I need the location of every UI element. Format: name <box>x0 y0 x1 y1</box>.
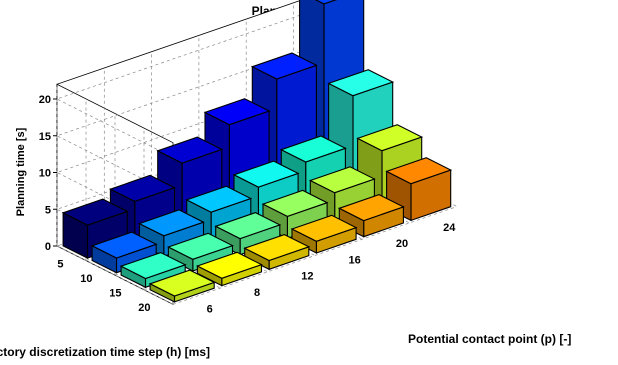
bar-top-face <box>261 189 329 217</box>
bar-h20-p6 <box>148 269 216 303</box>
bar-top-face <box>315 0 337 5</box>
z-tick-label: 5 <box>45 204 51 216</box>
x-tick-label: 16 <box>349 254 361 266</box>
bar-top-face <box>250 52 318 80</box>
bar-top-face <box>90 231 158 259</box>
bar-top-face <box>243 234 311 262</box>
z-gridline <box>56 37 341 195</box>
x-axis-label: Potential contact point (p) [-] <box>408 332 571 346</box>
z-tick-label: 15 <box>39 131 51 143</box>
bar-top-face <box>108 174 176 202</box>
bar-top-face <box>195 251 263 279</box>
x-tick-label: 20 <box>396 238 408 250</box>
floor-gridline <box>172 206 457 305</box>
x-tick-label: 6 <box>207 303 213 315</box>
floor-gridline <box>56 245 174 305</box>
x-tick-label: 8 <box>254 287 260 299</box>
bar-top-face <box>327 69 395 97</box>
bar-top-face <box>214 212 282 240</box>
bars-layer <box>61 0 453 303</box>
z-tick-label: 20 <box>39 94 51 106</box>
z-axis-label: Planning time [s] <box>15 127 27 216</box>
y-tick-label: 15 <box>109 288 121 300</box>
bar-top-face <box>148 269 216 297</box>
x-tick-label: 24 <box>443 222 456 234</box>
bar-top-face <box>385 157 453 185</box>
bar-h20-p24 <box>385 157 453 222</box>
y-axis-label: Trajectory discretization time step (h) … <box>0 345 210 359</box>
y-tick-label: 5 <box>57 258 63 270</box>
x-tick-label: 12 <box>301 271 313 283</box>
bar-top-face <box>308 166 376 194</box>
bar-top-face <box>337 194 405 222</box>
bar-top-face <box>290 214 358 242</box>
bar-top-face <box>61 198 129 226</box>
z-gridline <box>56 0 341 158</box>
bar-h20-p16 <box>290 214 358 254</box>
bar-top-face <box>119 252 187 280</box>
bar-h20-p8 <box>195 251 263 287</box>
bar-h5-p6 <box>61 198 129 259</box>
bar-top-face <box>203 98 271 126</box>
bar-top-face <box>166 232 234 260</box>
y-tick-label: 10 <box>80 273 92 285</box>
bar-top-face <box>185 185 253 213</box>
bar-top-face <box>279 135 347 163</box>
bar-h20-p20 <box>337 194 405 238</box>
bar-top-face <box>156 136 224 164</box>
bar-top-face <box>356 124 424 152</box>
y-tick-label: 20 <box>138 302 150 314</box>
z-tick-label: 0 <box>45 241 51 253</box>
bar-top-face <box>137 209 205 237</box>
bar-top-face <box>232 160 300 188</box>
z-tick-label: 10 <box>39 168 51 180</box>
